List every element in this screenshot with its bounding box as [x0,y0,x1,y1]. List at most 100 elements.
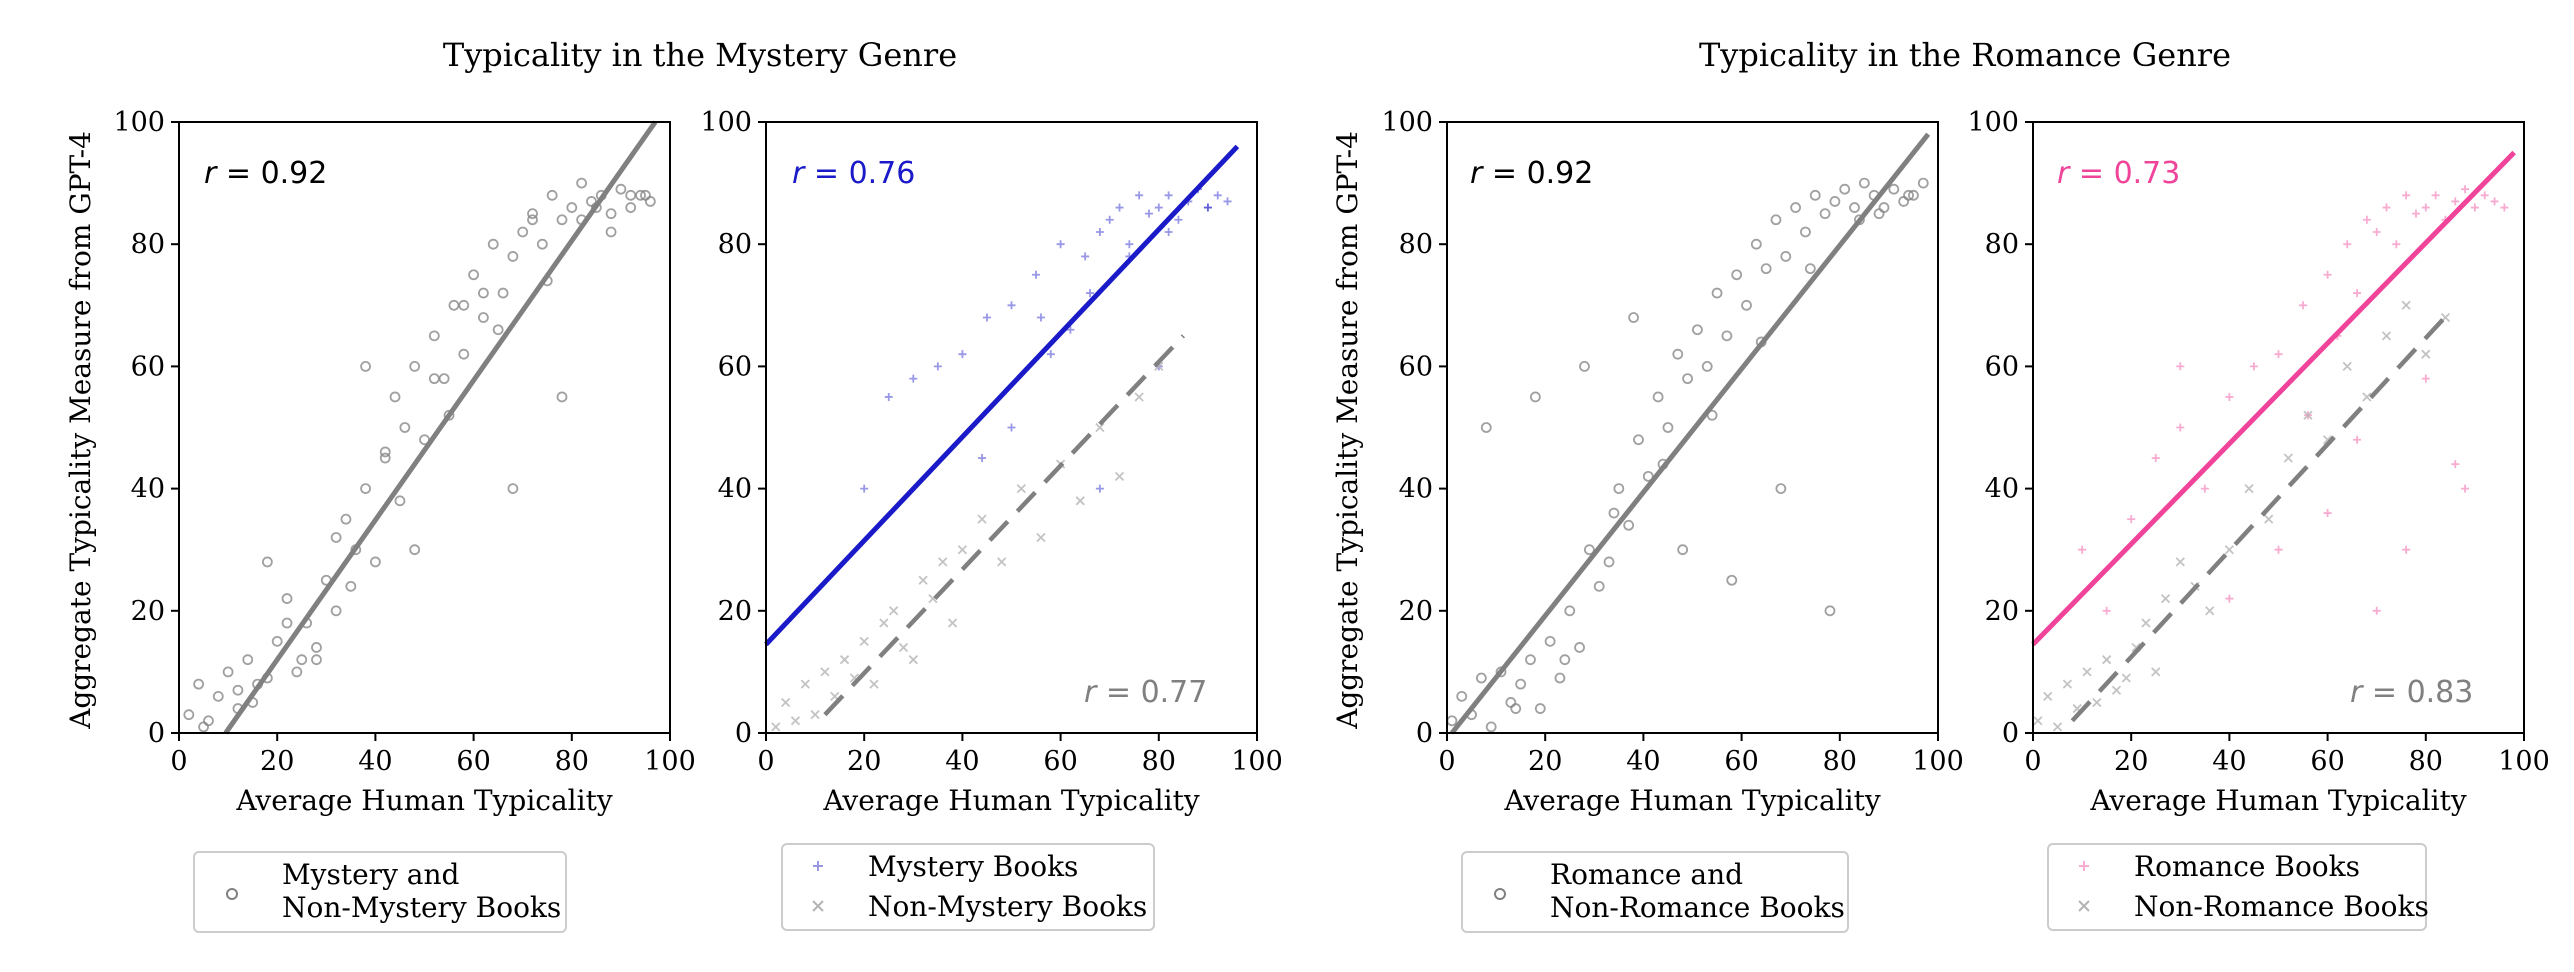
data-point [261,556,273,568]
data-point [1164,227,1173,236]
data-point [1642,470,1654,482]
fit-line [2031,150,2516,647]
data-point [2127,515,2136,524]
data-point [1075,496,1085,506]
x-tick-label: 100 [1912,746,1964,777]
data-point [615,183,627,195]
legend-x-marker [812,900,824,912]
data-point [1579,360,1590,372]
data-point [394,495,406,507]
data-point [958,350,967,359]
data-point [1726,574,1738,586]
data-point [527,214,538,226]
data-point [2078,545,2087,554]
r-label-romance-books: r = 0.73 [2057,156,2180,191]
data-point [443,409,455,421]
data-point [2225,594,2234,603]
data-point [1036,313,1045,322]
data-point [997,557,1007,567]
data-point [1800,226,1811,238]
y-tick-label: 40 [1985,474,2019,505]
data-point [1711,287,1723,299]
data-point [1081,252,1090,261]
data-point [790,716,801,726]
data-point [428,330,440,342]
data-point [1692,324,1703,336]
x-tick-label: 100 [1231,746,1283,777]
data-point [1583,544,1595,556]
data-point [198,721,209,733]
data-point [1446,715,1458,727]
data-point [938,557,948,567]
romance-title: Typicality in the Romance Genre [1699,36,2231,74]
data-point [2274,350,2283,359]
data-point [379,452,391,464]
data-point [2111,685,2122,695]
data-point [1564,605,1576,617]
data-point [2323,509,2332,518]
x-tick-label: 40 [945,746,979,777]
data-point [898,642,909,653]
data-point [2392,240,2401,249]
data-point [2121,673,2131,683]
data-point [1574,642,1585,653]
data-point [771,722,781,732]
data-point [1480,422,1492,433]
data-point [468,269,480,281]
data-point [2141,618,2151,628]
data-point [212,690,224,702]
data-point [517,226,529,238]
data-point [2381,331,2392,341]
data-point [1154,203,1163,212]
data-point [2470,203,2479,212]
data-point [409,544,421,556]
data-point [1682,373,1693,385]
y-tick-label: 80 [1399,229,1433,260]
legend-circle-marker [226,888,238,900]
data-point [1593,580,1605,592]
x-tick-label: 0 [1438,746,1455,777]
data-point [1510,703,1522,714]
x-tick-label: 80 [2409,746,2443,777]
data-point [1760,263,1772,275]
panel-mystery-split: 0 20 40 60 80 100 0 20 40 60 80 100 Average Human Ty… [700,107,1282,817]
x-tick-label: 0 [2024,746,2041,777]
data-point [2402,191,2411,200]
data-point [1095,484,1104,493]
data-point [340,513,352,525]
y-tick-label: 0 [148,718,165,749]
data-point [2062,679,2073,689]
data-point [1608,507,1620,519]
y-tick-label: 100 [700,107,752,138]
x-axis-label: Average Human Typicality [822,784,1199,817]
y-tick-label: 40 [718,474,752,505]
data-point [2451,460,2460,469]
x-axis-label: Average Human Typicality [235,784,612,817]
legend-mystery-split: Mystery Books Non-Mystery Books [781,843,1155,931]
data-point [2431,191,2440,200]
data-point [2102,655,2112,665]
data-point [1164,191,1173,200]
data-point [438,373,450,385]
data-point [1554,672,1566,684]
data-point [625,202,637,213]
data-point [2175,557,2185,567]
fit-line [1449,132,1931,735]
x-axis-label: Average Human Typicality [1503,784,1880,817]
data-point [1134,392,1144,402]
data-point [296,654,308,666]
data-point [311,654,322,666]
y-tick-label: 60 [131,351,165,382]
data-point [1046,350,1055,359]
data-point [1662,422,1674,433]
data-point [1721,330,1733,342]
x-tick-label: 80 [555,746,589,777]
data-point [507,251,519,262]
data-point [1115,203,1124,212]
y-tick-label: 40 [1399,474,1433,505]
x-tick-label: 80 [1823,746,1857,777]
data-point [2224,545,2235,555]
data-point [957,545,968,555]
data-point [232,684,244,696]
